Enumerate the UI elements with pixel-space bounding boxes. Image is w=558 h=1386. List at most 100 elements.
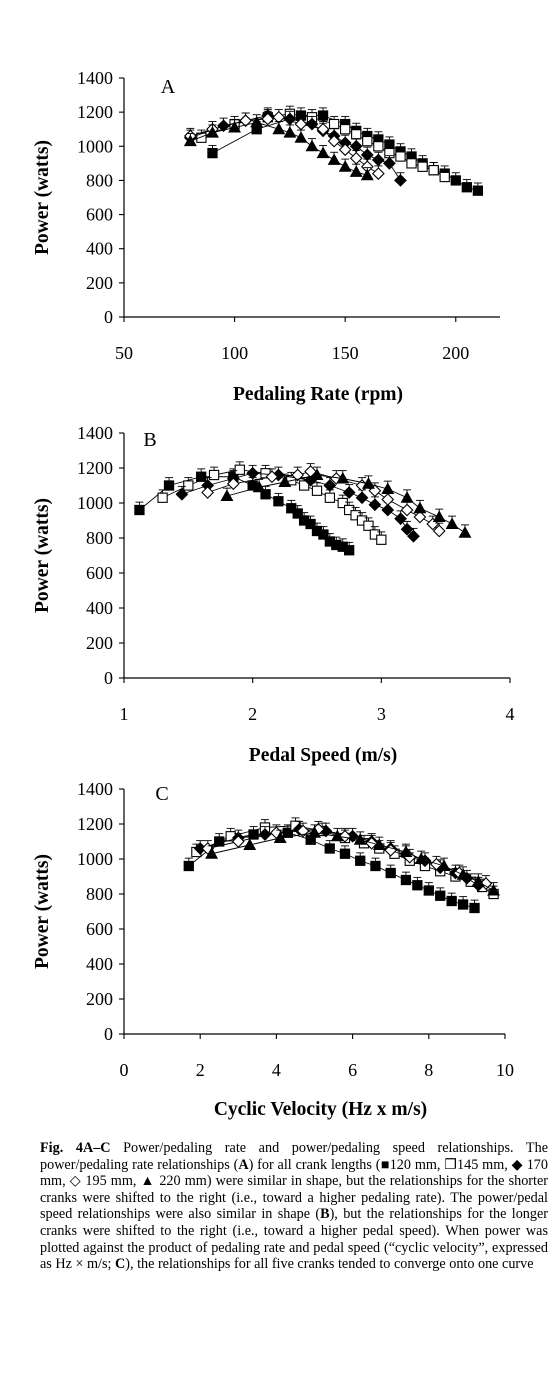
data-point (239, 114, 253, 128)
x-tick-label: 2 (196, 1060, 205, 1080)
data-point (248, 829, 259, 840)
x-tick-label: 100 (221, 343, 248, 363)
data-point (234, 464, 245, 475)
data-point (479, 877, 493, 890)
data-point (157, 492, 168, 503)
y-tick-label: 0 (104, 307, 113, 327)
data-point (318, 529, 329, 540)
data-point (342, 486, 356, 499)
data-point (228, 120, 242, 133)
y-tick-label: 1200 (77, 102, 113, 122)
data-point (310, 468, 324, 480)
data-point (471, 875, 485, 887)
data-point (252, 480, 266, 493)
data-point (426, 517, 440, 531)
data-point (373, 141, 384, 152)
data-point (412, 880, 423, 891)
data-point (243, 838, 257, 850)
data-point (217, 119, 230, 133)
data-point (205, 847, 219, 859)
caption-part: C (115, 1256, 126, 1273)
x-tick-label: 8 (424, 1060, 433, 1080)
data-point (381, 503, 395, 517)
data-point (246, 466, 260, 480)
data-point (360, 168, 374, 181)
data-point (368, 498, 382, 512)
series-filled-triangle (220, 466, 472, 538)
data-point (372, 838, 386, 850)
data-point (260, 489, 271, 500)
y-tick-label: 1000 (77, 849, 113, 869)
data-point (461, 182, 472, 193)
y-tick-label: 400 (86, 954, 113, 974)
y-tick-label: 600 (86, 205, 113, 225)
y-axis-label: Power (watts) (32, 498, 53, 613)
x-tick-label: 10 (496, 1060, 514, 1080)
y-tick-label: 800 (86, 528, 113, 548)
data-point (349, 165, 363, 177)
data-point (339, 848, 351, 859)
chart-panel-a: 0 200 400 600 800 1000 1200 1400 50 100 150 200 Powe… (32, 68, 500, 405)
data-point (183, 480, 194, 491)
data-point (305, 518, 316, 530)
data-point (395, 151, 406, 162)
data-point (316, 146, 330, 159)
data-point (265, 470, 279, 484)
caption-part: ), but the relationships for the longer … (40, 1206, 548, 1273)
data-point (327, 134, 341, 148)
data-point (413, 510, 427, 524)
y-tick-label: 600 (86, 563, 113, 583)
y-axis-label: Power (watts) (32, 854, 53, 969)
data-point (370, 860, 381, 872)
y-tick-label: 1000 (77, 493, 113, 513)
data-point (344, 545, 355, 556)
data-point (327, 153, 341, 165)
x-tick-label: 50 (115, 343, 133, 363)
y-tick-label: 0 (104, 1024, 113, 1044)
data-point (383, 156, 396, 170)
data-point (400, 491, 414, 503)
data-point (371, 167, 385, 180)
data-point (226, 477, 240, 491)
data-point (231, 835, 245, 848)
panel-label: C (155, 783, 168, 805)
data-point (337, 497, 348, 509)
data-point (294, 131, 308, 143)
data-point (336, 471, 350, 484)
data-point (432, 510, 446, 522)
data-point (317, 110, 329, 121)
caption-part: Power/pedaling rate and power/pedaling s… (40, 1140, 548, 1173)
series-filled-diamond (193, 820, 485, 892)
data-point (400, 522, 414, 536)
data-point (349, 151, 363, 165)
data-point (435, 890, 446, 901)
data-point (385, 867, 396, 879)
data-point (406, 158, 417, 169)
x-axis-label: Cyclic Velocity (Hz x m/s) (214, 1099, 427, 1120)
x-tick-label: 4 (272, 1060, 281, 1080)
x-tick-label: 1 (120, 704, 129, 724)
data-point (175, 487, 189, 501)
data-point (286, 503, 297, 514)
x-tick-label: 4 (506, 704, 515, 724)
data-point (196, 132, 207, 143)
caption-part: B (320, 1206, 330, 1223)
data-point (362, 136, 373, 147)
data-point (258, 828, 272, 841)
data-point (355, 855, 366, 866)
data-point (445, 517, 459, 529)
data-point (384, 843, 398, 857)
data-point (183, 860, 194, 872)
data-point (381, 493, 395, 506)
y-tick-label: 200 (86, 989, 113, 1009)
data-point (417, 161, 428, 172)
figure-caption: Fig. 4A–C Power/pedaling rate and power/… (40, 1140, 548, 1273)
series-open-diamond (183, 109, 385, 180)
y-tick-label: 400 (86, 239, 113, 259)
data-point (273, 496, 284, 507)
y-axis-label: Power (watts) (32, 140, 53, 255)
data-point (323, 479, 337, 492)
series-filled-triangle (205, 824, 501, 896)
data-point (272, 122, 286, 135)
